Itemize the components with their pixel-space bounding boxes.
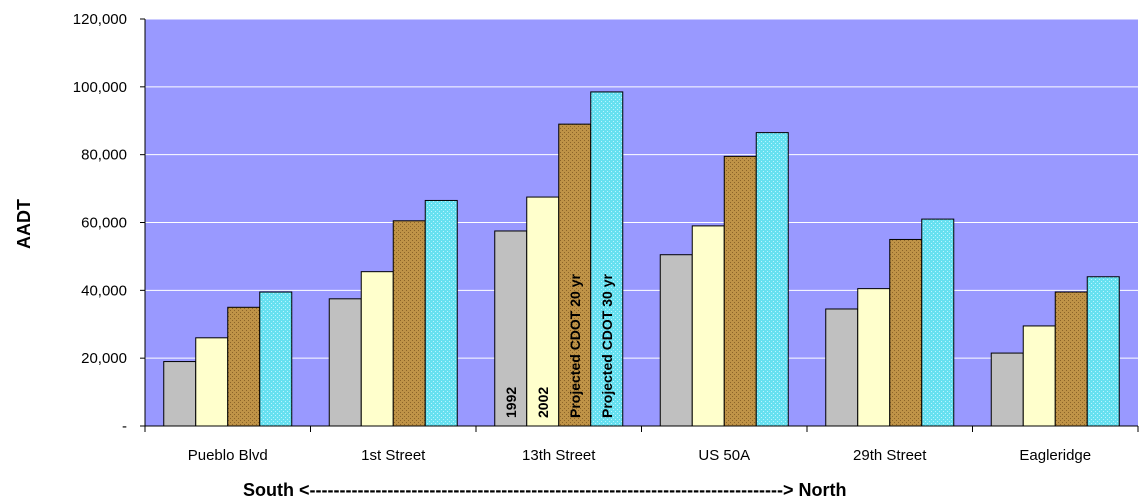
bar-projected-cdot-30-yr (755, 132, 789, 427)
series-label: Projected CDOT 20 yr (567, 274, 583, 418)
bar-projected-cdot-20-yr (889, 238, 923, 427)
y-tick-label: 40,000 (81, 282, 127, 299)
bar-1992 (825, 308, 859, 427)
bar-projected-cdot-20-yr (1054, 291, 1088, 427)
x-tick-label: 29th Street (853, 447, 927, 464)
x-tick-label: Eagleridge (1019, 447, 1091, 464)
bar-1992 (494, 230, 528, 427)
bar-projected-cdot-30-yr (590, 91, 624, 427)
bars (163, 91, 1120, 427)
series-label: Projected CDOT 30 yr (599, 274, 615, 418)
bar-1992 (990, 352, 1024, 427)
x-axis-title: South <---------------------------------… (243, 480, 847, 500)
x-tick-labels: Pueblo Blvd 1st Street 13th Street US 50A 29… (188, 447, 1091, 464)
x-tick-label: Pueblo Blvd (188, 447, 268, 464)
y-tick-label: 100,000 (73, 79, 127, 96)
bar-2002 (195, 337, 229, 427)
bar-2002 (857, 288, 891, 427)
x-tick-label: 1st Street (361, 447, 426, 464)
bar-projected-cdot-20-yr (227, 306, 261, 427)
bar-projected-cdot-30-yr (424, 199, 458, 427)
y-tick-label: - (122, 418, 127, 435)
y-tick-label: 60,000 (81, 215, 127, 232)
y-tick-label: 80,000 (81, 147, 127, 164)
x-tick-label: 13th Street (522, 447, 596, 464)
bar-2002 (691, 225, 725, 427)
x-tick-label: US 50A (698, 447, 750, 464)
y-axis-title: AADT (14, 199, 34, 249)
y-tick-label: 120,000 (73, 11, 127, 28)
bar-1992 (328, 298, 362, 427)
bar-projected-cdot-30-yr (1086, 276, 1120, 427)
y-tick-labels: - 20,000 40,000 60,000 80,000 100,000 120,000 (73, 11, 127, 435)
bar-projected-cdot-30-yr (921, 218, 955, 427)
bar-2002 (1022, 325, 1056, 427)
bar-2002 (360, 271, 394, 427)
bar-1992 (659, 254, 693, 427)
bar-projected-cdot-30-yr (259, 291, 293, 427)
gridlines (145, 18, 1138, 359)
bar-projected-cdot-20-yr (723, 155, 757, 427)
axes (140, 18, 1139, 432)
series-label: 2002 (535, 387, 551, 418)
bar-1992 (163, 361, 197, 427)
series-label: 1992 (503, 387, 519, 418)
y-tick-label: 20,000 (81, 350, 127, 367)
bar-projected-cdot-20-yr (558, 123, 592, 427)
bar-projected-cdot-20-yr (392, 220, 426, 427)
series-labels: 1992 2002 Projected CDOT 20 yr Projected CD… (503, 274, 615, 418)
